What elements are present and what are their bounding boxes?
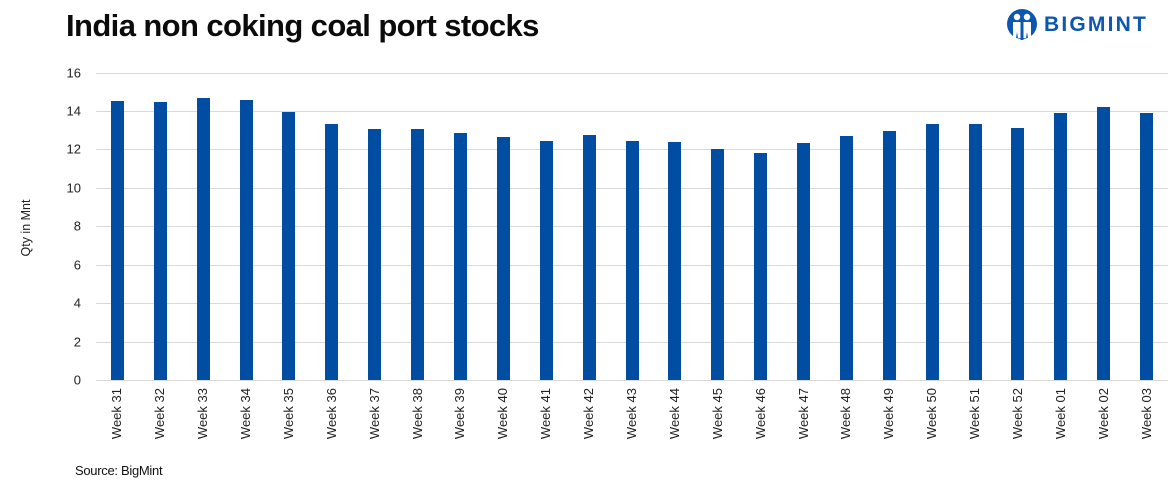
x-tick-label: Week 31 [109, 388, 125, 440]
y-tick-label: 4 [73, 295, 81, 311]
x-tick-label: Week 36 [323, 388, 339, 440]
bar [711, 149, 725, 380]
x-tick-label: Week 40 [495, 388, 511, 440]
bar [239, 100, 253, 380]
bar [754, 153, 768, 380]
bar [668, 141, 682, 380]
gridline [96, 110, 1168, 112]
x-tick-label: Week 45 [709, 388, 725, 440]
bar [1140, 112, 1154, 380]
bar [539, 140, 553, 380]
x-axis-labels: Week 31 Week 32 Week 33 Week 34 Week 35 Week … [96, 388, 1168, 448]
x-tick-label: Week 32 [152, 388, 168, 440]
bar [839, 135, 853, 380]
source-note: Source: BigMint [75, 463, 163, 478]
x-tick-label: Week 35 [280, 388, 296, 440]
x-tick-label: Week 46 [752, 388, 768, 440]
bar [625, 140, 639, 380]
bar [582, 134, 596, 380]
bigmint-logo-icon [1007, 9, 1037, 40]
y-tick-label: 2 [73, 334, 81, 350]
x-tick-label: Week 41 [538, 388, 554, 440]
x-tick-label: Week 43 [624, 388, 639, 440]
y-tick-label: 10 [66, 180, 81, 196]
x-tick-label: Week 33 [195, 388, 211, 440]
bar [411, 129, 425, 380]
bar [110, 101, 124, 380]
bar [882, 131, 896, 380]
x-tick-label: Week 52 [1009, 388, 1025, 440]
x-tick-label: Week 38 [409, 388, 425, 440]
x-tick-label: Week 39 [452, 388, 468, 440]
y-tick-label: 16 [66, 65, 81, 80]
x-tick-label: Week 37 [366, 388, 382, 440]
y-tick-label: 12 [66, 141, 81, 157]
bar [153, 102, 167, 380]
x-tick-label: Week 03 [1138, 388, 1154, 440]
bar [282, 111, 296, 380]
y-tick-label: 0 [73, 372, 81, 388]
chart-title: India non coking coal port stocks [66, 8, 539, 43]
x-tick-label: Week 51 [967, 388, 983, 440]
x-tick-label: Week 02 [1095, 388, 1111, 440]
x-tick-label: Week 49 [881, 388, 897, 440]
bar [797, 142, 811, 380]
bar [925, 124, 939, 380]
x-tick-label: Week 50 [924, 388, 940, 440]
gridline [96, 380, 1168, 381]
plot-area: 0 2 4 6 8 10 12 14 16 [67, 65, 1168, 388]
y-axis-label: Qty in Mnt [19, 199, 33, 257]
x-tick-label: Week 34 [238, 388, 254, 440]
bar [1011, 128, 1025, 380]
x-tick-label: Week 01 [1052, 388, 1068, 440]
bar [1054, 112, 1068, 380]
x-tick-label: Week 42 [581, 388, 597, 440]
x-tick-label: Week 44 [666, 388, 682, 440]
y-tick-label: 6 [73, 257, 81, 273]
bar [325, 124, 339, 380]
bar [968, 124, 982, 380]
bar [1097, 107, 1111, 380]
x-tick-label: Week 47 [795, 388, 811, 440]
bar [196, 98, 210, 380]
y-tick-label: 8 [73, 218, 81, 234]
gridline [96, 72, 1168, 74]
x-tick-label: Week 48 [838, 388, 854, 440]
brand-name: BIGMINT [1044, 13, 1149, 36]
bar [453, 133, 467, 380]
bar [496, 136, 510, 380]
brand-logo: BIGMINT [1006, 7, 1148, 43]
bar [368, 129, 382, 380]
y-tick-label: 14 [66, 103, 81, 119]
